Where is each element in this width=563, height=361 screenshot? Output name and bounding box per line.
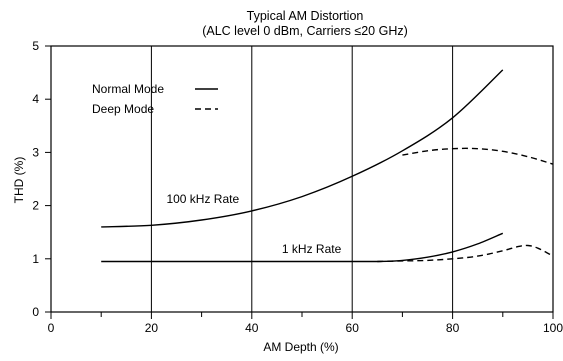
deep-mode-curve <box>377 244 554 263</box>
legend-label: Normal Mode <box>92 82 164 96</box>
y-tick-label: 1 <box>32 252 39 266</box>
chart-subtitle: (ALC level 0 dBm, Carriers ≤20 GHz) <box>202 24 408 38</box>
x-axis-label: AM Depth (%) <box>263 340 338 354</box>
deep-mode-curve <box>402 147 554 165</box>
y-tick-label: 5 <box>32 39 39 53</box>
x-tick-label: 40 <box>245 321 259 335</box>
x-tick-label: 80 <box>446 321 460 335</box>
y-tick-label: 0 <box>32 305 39 319</box>
y-tick-label: 4 <box>32 92 39 106</box>
chart-title: Typical AM Distortion <box>247 9 364 23</box>
y-tick-label: 3 <box>32 145 39 159</box>
y-axis-label: THD (%) <box>12 157 26 204</box>
x-tick-label: 100 <box>543 321 563 335</box>
normal-mode-curve <box>101 232 504 263</box>
curve-annotation: 1 kHz Rate <box>282 242 342 256</box>
x-tick-label: 60 <box>346 321 360 335</box>
legend-label: Deep Mode <box>92 102 154 116</box>
curve-annotation: 100 kHz Rate <box>166 192 239 206</box>
y-tick-label: 2 <box>32 199 39 213</box>
x-tick-label: 0 <box>48 321 55 335</box>
normal-mode-curve <box>101 69 504 228</box>
x-tick-label: 20 <box>145 321 159 335</box>
